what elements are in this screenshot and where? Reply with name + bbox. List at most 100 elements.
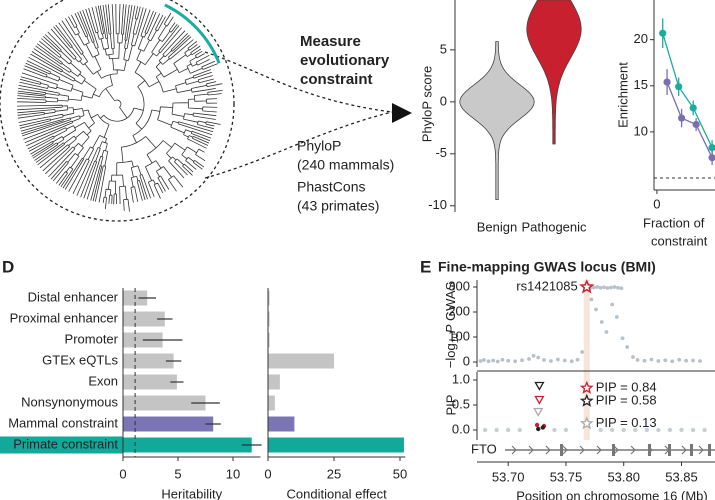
tree-outline: [0, 0, 235, 222]
point: [677, 357, 682, 362]
point: [625, 345, 630, 349]
bubble-edge: [204, 111, 393, 179]
point: [631, 355, 635, 359]
y-axis-label-part: 10: [450, 333, 460, 343]
point: [555, 357, 560, 362]
gene-label: FTO: [471, 441, 497, 456]
category-label: Distal enhancer: [28, 289, 119, 304]
point: [670, 359, 675, 364]
phylop-label: (240 mammals): [297, 157, 394, 173]
point: [692, 120, 700, 129]
arrow-head: [392, 103, 412, 123]
y-axis-label-part: GWAS: [443, 281, 458, 324]
exon: [690, 444, 693, 456]
point: [527, 357, 531, 361]
point: [620, 336, 625, 341]
point: [679, 427, 684, 433]
point: [579, 380, 594, 394]
point: [540, 425, 546, 430]
value-label: PIP = 0.84: [596, 379, 657, 394]
y-axis-label: PhyloP score: [419, 66, 434, 142]
y-axis-label: −log10P GWAS: [443, 281, 460, 368]
x-tick-label: 53.70: [492, 469, 525, 484]
y-tick-label: 20: [634, 31, 648, 46]
point: [656, 427, 661, 433]
x-tick-label: 53.80: [607, 469, 640, 484]
series-line: [666, 81, 713, 158]
heading-line: constraint: [300, 71, 373, 88]
point: [591, 285, 596, 290]
point: [594, 307, 598, 312]
bar: [268, 374, 280, 390]
point: [534, 381, 545, 391]
primate-arc: [164, 3, 221, 64]
bar: [268, 416, 295, 432]
point: [663, 78, 671, 86]
x-tick-label: Benign: [477, 219, 517, 234]
point: [604, 330, 609, 334]
phastcons-label: PhastCons: [297, 179, 365, 195]
point: [478, 359, 483, 363]
heading-line: evolutionary: [300, 52, 390, 69]
point: [708, 154, 715, 162]
violin: [526, 0, 582, 145]
point: [677, 114, 686, 122]
point: [609, 285, 613, 290]
lead-snp: [579, 278, 595, 294]
category-label: Proximal enhancer: [10, 310, 119, 325]
bar: [268, 311, 270, 327]
point: [684, 358, 689, 363]
point: [495, 359, 500, 364]
y-tick-label: 5: [440, 41, 447, 56]
y-tick-label: 0.5: [452, 396, 470, 411]
heading-line: Measure: [300, 33, 361, 50]
point: [642, 358, 647, 363]
y-tick-label: 10: [634, 123, 648, 138]
bar: [123, 311, 165, 327]
point: [621, 427, 626, 433]
category-label: Primate constraint: [13, 436, 118, 451]
point: [531, 353, 536, 358]
point: [562, 358, 567, 363]
point: [610, 302, 615, 307]
row-highlight: [0, 436, 123, 454]
bar: [123, 437, 252, 453]
point: [549, 359, 553, 363]
value-label: PIP = 0.58: [596, 392, 657, 407]
exon: [668, 444, 671, 456]
point: [595, 285, 600, 289]
series-line: [662, 33, 713, 148]
point: [589, 297, 594, 302]
point: [534, 422, 540, 428]
point: [482, 358, 486, 362]
point: [599, 320, 604, 324]
bar: [123, 416, 214, 432]
point: [542, 358, 546, 362]
phastcons-label: (43 primates): [297, 198, 379, 214]
x-axis-label: constraint: [651, 233, 708, 248]
point: [579, 393, 594, 407]
x-tick-label: 53.75: [550, 469, 583, 484]
point: [691, 358, 695, 363]
point: [619, 286, 624, 291]
bar: [268, 290, 270, 306]
y-tick-label: 300: [448, 278, 470, 293]
point: [609, 427, 615, 433]
point: [533, 407, 544, 417]
x-tick-label: 0: [264, 466, 271, 481]
point: [500, 357, 505, 362]
point: [635, 358, 640, 362]
x-tick-label: 0: [119, 466, 126, 481]
point: [702, 427, 707, 433]
point: [575, 357, 580, 362]
y-tick-label: 0: [463, 353, 470, 368]
point: [644, 427, 650, 433]
violin: [459, 41, 535, 200]
point: [536, 426, 541, 432]
point: [534, 395, 545, 405]
point: [598, 427, 603, 433]
point: [506, 358, 511, 363]
point: [614, 315, 619, 319]
